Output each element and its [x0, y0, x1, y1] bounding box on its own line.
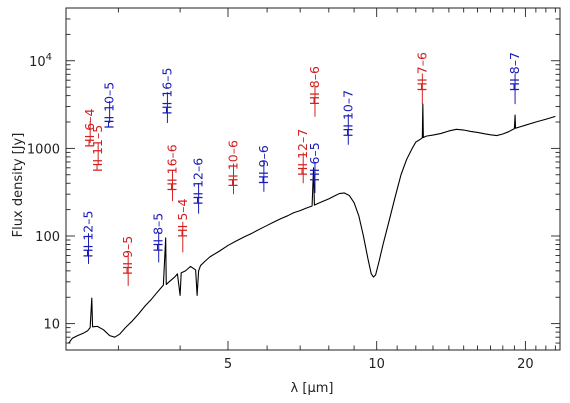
line-label-text: HI 6–5: [307, 142, 322, 181]
spectrum-line: [68, 103, 556, 344]
line-label-text: HI 7–6: [414, 52, 429, 91]
spectrum-series: [68, 103, 556, 344]
line-label-text: HI 5–4: [175, 198, 190, 237]
line-label-text: HI 10–6: [225, 140, 240, 187]
line-label-text: HI 16–6: [164, 144, 179, 191]
line-label-text: HI 9–5: [120, 236, 135, 275]
line-label-text: HI 6–4: [82, 109, 97, 148]
line-label-text: HI 8–6: [307, 66, 322, 105]
emission-line-labels: HI 6–4HI 11–5HI 10–5 HI 12–5 HI 9–5 HI 8–5 H…: [81, 52, 522, 286]
x-axis-label: λ [μm]: [291, 381, 334, 396]
y-tick-label-exponent: 4: [46, 52, 52, 63]
axis-tick-labels: 5 10 20 10 100 1000 104: [27, 52, 534, 372]
y-tick-label: 10: [43, 318, 60, 333]
line-label-text: HI 8–7: [507, 52, 522, 91]
line-label-text: HI 12–7: [295, 129, 310, 176]
plot-border: [65, 7, 561, 351]
y-tick-label: 1000: [27, 142, 60, 157]
y-tick-label: 100: [35, 230, 60, 245]
line-label-text: HI 11–5: [90, 125, 105, 172]
line-label-text: HI 16–5: [159, 68, 174, 115]
axis-ticks: [66, 7, 560, 351]
x-tick-label: 5: [224, 357, 232, 372]
y-tick-label: 104: [29, 52, 52, 70]
line-label-text: HI 10–5: [102, 82, 117, 129]
y-axis-label: Flux density [Jy]: [11, 133, 26, 238]
line-label-text: HI 12–5: [81, 211, 96, 258]
line-label-text: HI 12–6: [191, 158, 206, 205]
x-tick-label: 10: [368, 357, 385, 372]
line-label-text: HI 9–6: [256, 145, 271, 184]
line-label-text: HI 10–7: [340, 90, 355, 137]
x-tick-label: 20: [517, 357, 534, 372]
line-label-text: HI 8–5: [151, 213, 166, 252]
plot-frame: [65, 7, 561, 351]
